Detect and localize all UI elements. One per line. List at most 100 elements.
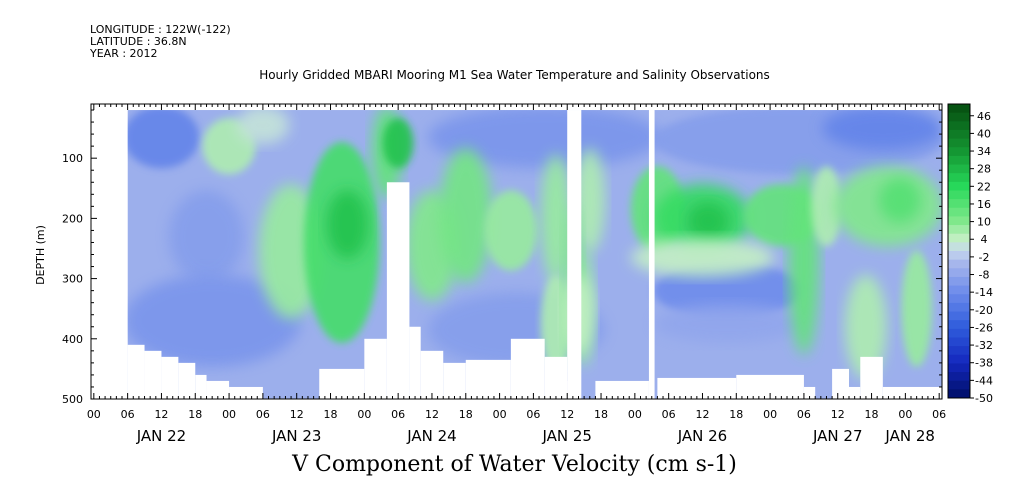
x-hour-tick-label: 00 xyxy=(357,408,371,421)
x-hour-tick-label: 12 xyxy=(560,408,574,421)
field-blob xyxy=(845,274,887,379)
longitude-label: LONGITUDE : 122W(-122) xyxy=(90,23,231,36)
no-data-region xyxy=(832,368,850,399)
y-axis-label: DEPTH (m) xyxy=(34,225,47,285)
colorbar-segment xyxy=(948,129,970,140)
field-blob xyxy=(439,148,493,283)
x-hour-tick-label: 06 xyxy=(391,408,405,421)
field-blob xyxy=(427,106,662,169)
colorbar-label: 16 xyxy=(977,198,991,211)
colorbar-label: -8 xyxy=(979,269,990,282)
colorbar-segment xyxy=(948,268,970,278)
field-blob xyxy=(123,274,301,367)
colorbar-segment xyxy=(948,328,970,338)
colorbar-label: -38 xyxy=(975,357,993,370)
x-hour-tick-label: 18 xyxy=(865,408,879,421)
field-blob xyxy=(123,106,200,169)
field-blob xyxy=(236,106,290,145)
field-blob xyxy=(811,166,842,247)
colorbar-segment xyxy=(948,190,970,200)
colorbar-segment xyxy=(948,380,970,390)
colorbar-segment xyxy=(948,147,970,157)
no-data-region xyxy=(510,338,545,399)
colorbar-label: 46 xyxy=(977,110,991,123)
x-hour-tick-label: 00 xyxy=(763,408,777,421)
x-day-label: JAN 24 xyxy=(406,427,457,445)
field-blob xyxy=(822,106,942,151)
no-data-region xyxy=(657,377,737,399)
colorbar-segment xyxy=(948,121,970,131)
no-data-region xyxy=(567,110,582,399)
colorbar-segment xyxy=(948,207,970,217)
no-data-region xyxy=(364,338,387,399)
no-data-region xyxy=(409,326,421,399)
no-data-region xyxy=(849,386,861,399)
latitude-label: LATITUDE : 36.8N xyxy=(90,35,187,48)
field-blob xyxy=(540,154,572,283)
field-blob xyxy=(168,190,245,283)
colorbar-label: -44 xyxy=(975,374,993,387)
y-tick-label: 400 xyxy=(62,333,83,346)
x-hour-tick-label: 00 xyxy=(493,408,507,421)
x-hour-tick-label: 12 xyxy=(290,408,304,421)
no-data-region xyxy=(595,380,649,399)
colorbar-segment xyxy=(948,216,970,226)
colorbar-label: 40 xyxy=(977,127,991,140)
variable-label: V Component of Water Velocity (cm s-1) xyxy=(292,452,737,477)
field-blob xyxy=(574,148,606,253)
no-data-region xyxy=(127,344,145,399)
colorbar-frame xyxy=(947,103,971,399)
no-data-region xyxy=(803,386,816,399)
field-blob xyxy=(653,262,803,319)
colorbar-segment xyxy=(948,225,970,235)
colorbar-segment xyxy=(948,285,970,295)
field-blob xyxy=(878,178,921,223)
colorbar-segment xyxy=(948,276,970,287)
no-data-region xyxy=(91,104,128,399)
no-data-region xyxy=(882,386,942,399)
x-hour-tick-label: 06 xyxy=(932,408,946,421)
colorbar-label: 10 xyxy=(977,216,991,229)
colorbar-segment xyxy=(948,302,970,313)
x-hour-tick-label: 12 xyxy=(695,408,709,421)
colorbar-segment xyxy=(948,389,970,399)
colorbar-segment xyxy=(948,320,970,330)
colorbar-segment xyxy=(948,199,970,209)
colorbar-label: -50 xyxy=(975,392,993,405)
x-hour-tick-label: 00 xyxy=(628,408,642,421)
colorbar-segment xyxy=(948,112,970,122)
colorbar-label: 4 xyxy=(981,233,988,246)
colorbar: 46 40 34 28 22 16 10 4 -2 -8 -14 -20 -26 -32 -38 -44 -50 xyxy=(947,103,993,405)
y-tick-label: 200 xyxy=(62,212,83,225)
x-hour-tick-label: 12 xyxy=(425,408,439,421)
x-day-label: JAN 26 xyxy=(677,427,728,445)
chart-title: Hourly Gridded MBARI Mooring M1 Sea Wate… xyxy=(259,68,770,82)
x-hour-tick-label: 06 xyxy=(526,408,540,421)
colorbar-label: -2 xyxy=(979,251,990,264)
colorbar-label: 34 xyxy=(977,145,991,158)
x-day-label: JAN 23 xyxy=(271,427,322,445)
colorbar-segment xyxy=(948,181,970,191)
colorbar-segment xyxy=(948,346,970,356)
x-day-label: JAN 25 xyxy=(541,427,592,445)
colorbar-label: 28 xyxy=(977,163,991,176)
no-data-region xyxy=(178,362,196,399)
field-blob xyxy=(653,304,803,343)
colorbar-segment xyxy=(948,251,970,261)
y-tick-label: 500 xyxy=(62,393,83,406)
x-day-label: JAN 28 xyxy=(884,427,935,445)
x-hour-tick-label: 00 xyxy=(898,408,912,421)
missing-data-mask xyxy=(91,104,942,399)
x-hour-tick-label: 12 xyxy=(154,408,168,421)
x-hour-tick-label: 18 xyxy=(324,408,338,421)
field-blob xyxy=(901,250,932,367)
x-hour-tick-label: 00 xyxy=(222,408,236,421)
colorbar-label: -14 xyxy=(975,286,993,299)
field-blob xyxy=(687,202,730,241)
colorbar-segment xyxy=(948,259,970,269)
y-tick-label: 300 xyxy=(62,273,83,286)
colorbar-segment xyxy=(948,337,970,347)
no-data-region xyxy=(386,182,410,399)
no-data-region xyxy=(144,350,162,399)
